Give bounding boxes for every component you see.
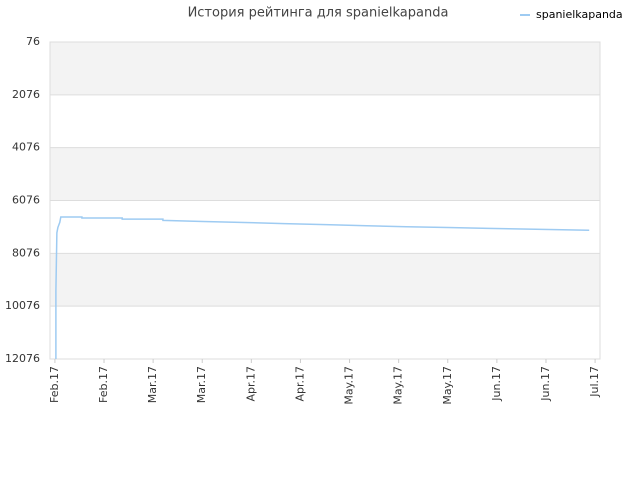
x-tick-label: May.17 bbox=[441, 366, 454, 405]
x-tick-label: Jun.17 bbox=[539, 366, 552, 402]
x-tick-label: May.17 bbox=[343, 366, 356, 405]
x-tick-label: Apr.17 bbox=[244, 366, 257, 402]
x-tick-label: Apr.17 bbox=[293, 366, 306, 402]
legend-label: spanielkapanda bbox=[536, 8, 623, 21]
grid-band bbox=[50, 42, 600, 95]
chart-title: История рейтинга для spanielkapanda bbox=[188, 6, 449, 21]
x-tick-label: Mar.17 bbox=[195, 366, 208, 403]
y-tick-label: 76 bbox=[26, 35, 40, 48]
y-tick-label: 4076 bbox=[12, 141, 40, 154]
x-tick-label: Feb.17 bbox=[97, 366, 110, 403]
x-tick-label: Feb.17 bbox=[48, 366, 61, 403]
y-tick-label: 10076 bbox=[5, 299, 40, 312]
x-tick-label: Jun.17 bbox=[490, 366, 503, 402]
y-tick-label: 2076 bbox=[12, 88, 40, 101]
x-tick-label: Jul.17 bbox=[588, 366, 601, 398]
grid-band bbox=[50, 147, 600, 201]
grid-band bbox=[50, 253, 600, 307]
x-tick-label: May.17 bbox=[392, 366, 405, 405]
line bbox=[55, 216, 590, 359]
y-tick-label: 8076 bbox=[12, 246, 40, 259]
y-tick-label: 6076 bbox=[12, 194, 40, 207]
y-tick-label: 12076 bbox=[5, 352, 40, 365]
x-tick-label: Mar.17 bbox=[146, 366, 159, 403]
